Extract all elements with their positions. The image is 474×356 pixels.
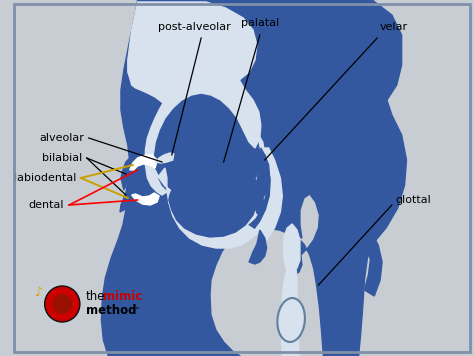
Polygon shape — [120, 188, 132, 212]
Polygon shape — [249, 230, 267, 264]
Polygon shape — [101, 0, 407, 356]
Polygon shape — [169, 162, 259, 237]
Polygon shape — [258, 148, 283, 240]
Polygon shape — [155, 132, 274, 248]
Circle shape — [45, 286, 80, 322]
Text: velar: velar — [380, 22, 408, 32]
Text: bilabial: bilabial — [42, 153, 82, 163]
Text: palatal: palatal — [241, 18, 279, 28]
Text: ™: ™ — [132, 305, 140, 314]
Ellipse shape — [277, 298, 305, 342]
Polygon shape — [282, 268, 299, 356]
Polygon shape — [132, 193, 159, 205]
Text: ♪: ♪ — [35, 286, 43, 298]
Polygon shape — [128, 2, 261, 195]
Polygon shape — [155, 153, 174, 163]
Polygon shape — [255, 192, 264, 215]
Text: alveolar: alveolar — [39, 133, 84, 143]
Text: method: method — [86, 304, 136, 316]
Text: glottal: glottal — [396, 195, 431, 205]
Polygon shape — [130, 155, 157, 170]
Polygon shape — [257, 148, 270, 198]
Text: labiodental: labiodental — [14, 173, 76, 183]
Text: mimic: mimic — [103, 289, 143, 303]
Polygon shape — [283, 224, 300, 270]
Text: post-alveolar: post-alveolar — [158, 22, 231, 32]
Circle shape — [53, 294, 72, 314]
Text: dental: dental — [29, 200, 64, 210]
Polygon shape — [121, 158, 133, 190]
Polygon shape — [343, 210, 382, 296]
Text: the: the — [86, 289, 105, 303]
